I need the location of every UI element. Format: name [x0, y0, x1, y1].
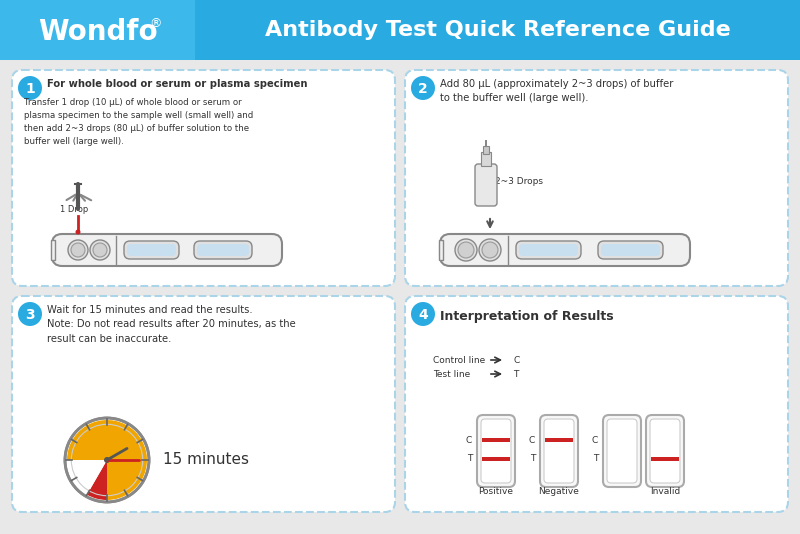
Circle shape	[93, 243, 107, 257]
Text: Invalid: Invalid	[650, 487, 680, 496]
FancyBboxPatch shape	[519, 244, 578, 256]
Circle shape	[65, 418, 149, 502]
Circle shape	[482, 242, 498, 258]
Text: 1 Drop: 1 Drop	[60, 205, 88, 214]
Circle shape	[411, 302, 435, 326]
Bar	[651, 457, 679, 461]
Text: 4: 4	[418, 308, 428, 322]
Circle shape	[71, 243, 85, 257]
FancyBboxPatch shape	[127, 244, 176, 256]
FancyBboxPatch shape	[197, 244, 249, 256]
Circle shape	[455, 239, 477, 261]
Bar	[0, 0, 800, 60]
FancyBboxPatch shape	[124, 241, 179, 259]
Text: Wondfo: Wondfo	[38, 18, 158, 46]
Text: Wait for 15 minutes and read the results.
Note: Do not read results after 20 min: Wait for 15 minutes and read the results…	[47, 305, 296, 344]
Text: C: C	[513, 356, 519, 365]
Text: T: T	[593, 454, 598, 464]
Wedge shape	[67, 420, 147, 500]
Text: Positive: Positive	[478, 487, 514, 496]
Circle shape	[104, 457, 110, 463]
FancyBboxPatch shape	[544, 419, 574, 483]
Circle shape	[18, 76, 42, 100]
Text: Interpretation of Results: Interpretation of Results	[440, 310, 614, 323]
FancyBboxPatch shape	[52, 234, 282, 266]
Wedge shape	[87, 460, 107, 500]
Circle shape	[458, 242, 474, 258]
Bar	[0, 0, 195, 60]
Text: 1: 1	[25, 82, 35, 96]
Circle shape	[411, 76, 435, 100]
FancyBboxPatch shape	[405, 296, 788, 512]
FancyBboxPatch shape	[12, 70, 395, 286]
Text: Test line: Test line	[433, 370, 470, 379]
Text: T: T	[466, 454, 472, 464]
FancyBboxPatch shape	[598, 241, 663, 259]
FancyBboxPatch shape	[481, 419, 511, 483]
Text: For whole blood or serum or plasma specimen: For whole blood or serum or plasma speci…	[47, 79, 307, 89]
Bar	[482, 438, 510, 442]
Text: 3: 3	[25, 308, 35, 322]
Text: Transfer 1 drop (10 μL) of whole blood or serum or
plasma specimen to the sample: Transfer 1 drop (10 μL) of whole blood o…	[24, 98, 254, 146]
Wedge shape	[67, 460, 107, 494]
Bar	[483, 146, 489, 154]
Text: T: T	[513, 370, 518, 379]
FancyBboxPatch shape	[440, 234, 690, 266]
Text: Negative: Negative	[538, 487, 579, 496]
Text: T: T	[530, 454, 535, 464]
FancyBboxPatch shape	[405, 70, 788, 286]
Circle shape	[75, 230, 81, 234]
Bar	[482, 457, 510, 461]
Bar	[545, 438, 573, 442]
Text: 2: 2	[418, 82, 428, 96]
FancyBboxPatch shape	[194, 241, 252, 259]
Text: 15 minutes: 15 minutes	[163, 452, 249, 467]
FancyBboxPatch shape	[12, 296, 395, 512]
FancyBboxPatch shape	[607, 419, 637, 483]
FancyBboxPatch shape	[477, 415, 515, 487]
Circle shape	[479, 239, 501, 261]
FancyBboxPatch shape	[516, 241, 581, 259]
Text: Control line: Control line	[433, 356, 486, 365]
Text: Antibody Test Quick Reference Guide: Antibody Test Quick Reference Guide	[265, 20, 730, 40]
Bar	[439, 240, 443, 260]
Text: 2~3 Drops: 2~3 Drops	[495, 177, 543, 186]
FancyBboxPatch shape	[603, 415, 641, 487]
Circle shape	[18, 302, 42, 326]
Bar	[485, 140, 487, 147]
FancyBboxPatch shape	[646, 415, 684, 487]
Circle shape	[68, 240, 88, 260]
Circle shape	[90, 240, 110, 260]
FancyBboxPatch shape	[601, 244, 660, 256]
Bar	[51, 240, 55, 260]
FancyBboxPatch shape	[475, 164, 497, 206]
Bar	[481, 152, 491, 166]
Text: C: C	[529, 436, 535, 444]
Text: C: C	[592, 436, 598, 444]
FancyBboxPatch shape	[650, 419, 680, 483]
Text: C: C	[466, 436, 472, 444]
Text: Add 80 μL (approximately 2~3 drops) of buffer
to the buffer well (large well).: Add 80 μL (approximately 2~3 drops) of b…	[440, 79, 674, 104]
Text: ®: ®	[150, 18, 162, 30]
FancyBboxPatch shape	[540, 415, 578, 487]
